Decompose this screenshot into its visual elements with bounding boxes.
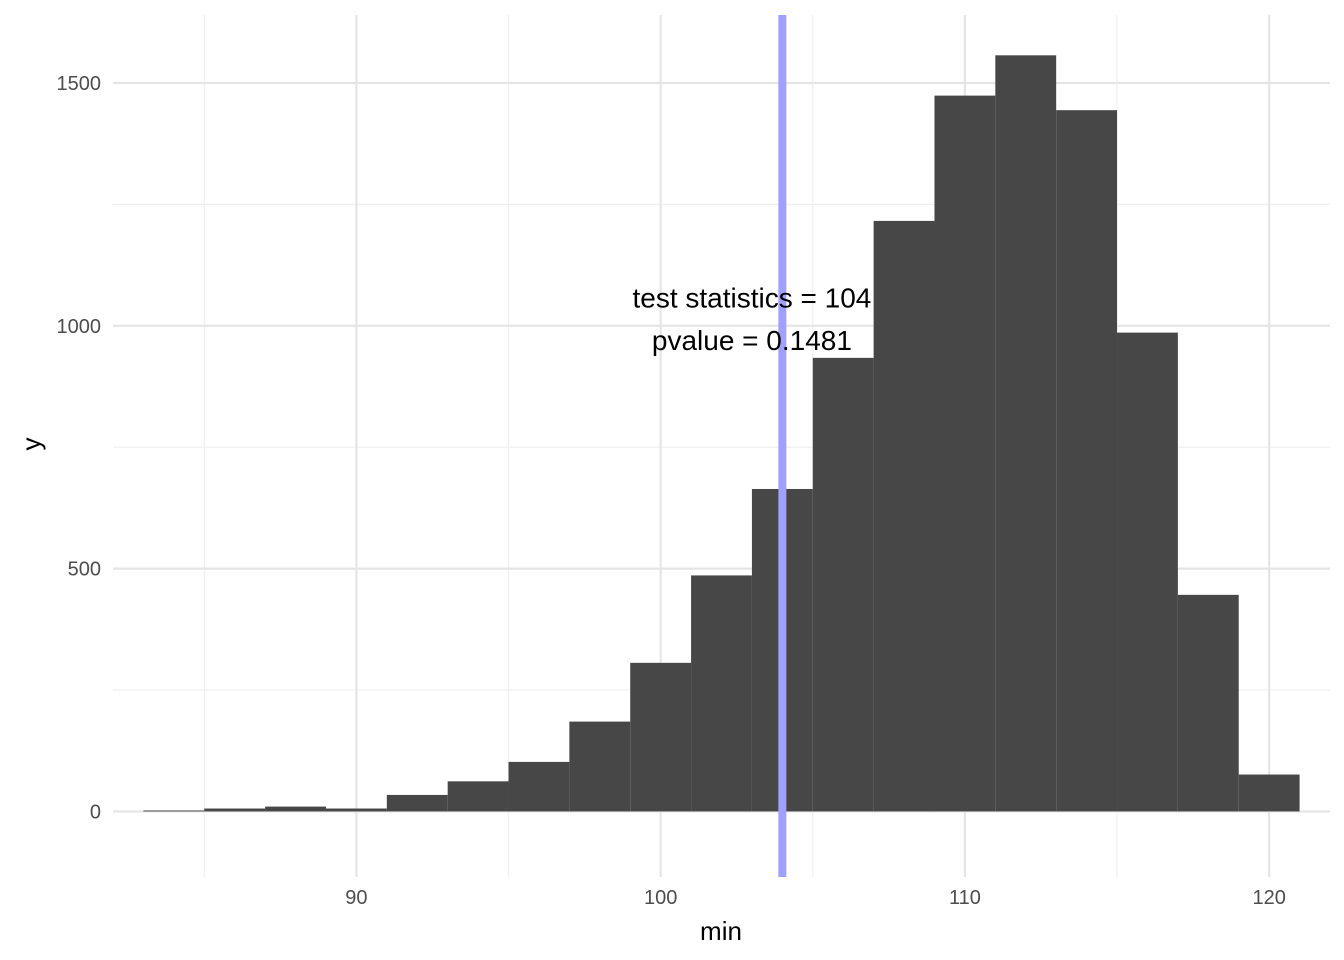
x-tick-label: 100: [644, 887, 677, 909]
y-tick-label: 1000: [57, 316, 102, 338]
histogram-bar: [386, 794, 448, 812]
histogram-bar: [204, 808, 266, 812]
y-axis-tick-labels: 0 500 1000 1500: [57, 73, 102, 823]
annotation-line-2: pvalue = 0.1481: [652, 325, 852, 356]
histogram-bars: [143, 55, 1300, 812]
histogram-bar: [630, 662, 692, 812]
histogram-bar: [569, 721, 631, 812]
histogram-bar: [1238, 774, 1300, 812]
histogram-bar: [873, 220, 935, 812]
histogram-bar: [1177, 594, 1239, 812]
histogram-bar: [812, 357, 874, 812]
histogram-bar: [447, 781, 509, 812]
y-axis-title: y: [16, 438, 46, 451]
histogram-bar: [1056, 110, 1118, 812]
y-tick-label: 1500: [57, 73, 102, 95]
histogram-bar: [325, 808, 387, 812]
x-axis-tick-labels: 90 100 110 120: [345, 887, 1286, 909]
annotation-line-1: test statistics = 104: [632, 282, 871, 313]
histogram-bar: [143, 810, 205, 812]
histogram-bar: [508, 761, 570, 812]
histogram-bar: [265, 806, 326, 812]
x-axis-title: min: [700, 916, 742, 946]
histogram-bar: [995, 55, 1057, 812]
y-tick-label: 500: [68, 559, 101, 581]
histogram-bar: [934, 95, 996, 812]
x-tick-label: 110: [949, 887, 981, 909]
histogram-bar: [691, 575, 752, 812]
histogram-bar: [1117, 332, 1178, 812]
x-tick-label: 120: [1252, 887, 1285, 909]
x-tick-label: 90: [345, 887, 367, 909]
y-tick-label: 0: [90, 801, 101, 823]
